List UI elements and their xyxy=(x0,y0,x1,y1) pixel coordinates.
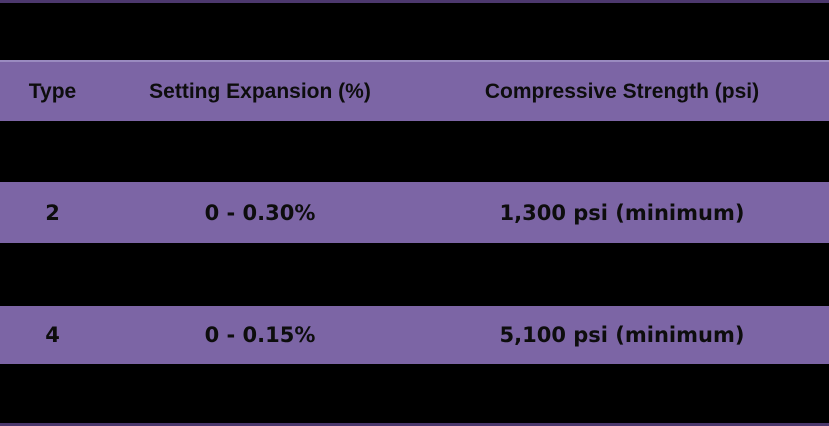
header-row-top-border xyxy=(0,60,829,62)
table-outer-border-bottom xyxy=(0,423,829,426)
table-row-type-2: 2 0 - 0.30% 1,300 psi (minimum) xyxy=(0,182,829,243)
column-header-compressive-strength: Compressive Strength (psi) xyxy=(484,79,760,103)
blank-band-top xyxy=(0,3,829,60)
blank-row-between-header-and-row2 xyxy=(0,121,829,182)
cell-setting-expansion-2: 0 - 0.30% xyxy=(204,200,316,225)
blank-row-between-row2-and-row4 xyxy=(0,243,829,306)
cell-compressive-strength-4: 5,100 psi (minimum) xyxy=(499,323,745,347)
cell-setting-expansion-4: 0 - 0.15% xyxy=(204,323,316,347)
blank-band-bottom xyxy=(0,364,829,423)
cell-compressive-strength-2: 1,300 psi (minimum) xyxy=(499,200,745,225)
cell-type-2: 2 xyxy=(45,200,60,225)
table-header-row: Type Setting Expansion (%) Compressive S… xyxy=(0,62,829,121)
table-row-type-4: 4 0 - 0.15% 5,100 psi (minimum) xyxy=(0,306,829,364)
cell-type-4: 4 xyxy=(45,323,60,347)
column-header-type: Type xyxy=(28,79,77,103)
table-outer-border-top xyxy=(0,0,829,3)
column-header-setting-expansion: Setting Expansion (%) xyxy=(149,79,371,103)
